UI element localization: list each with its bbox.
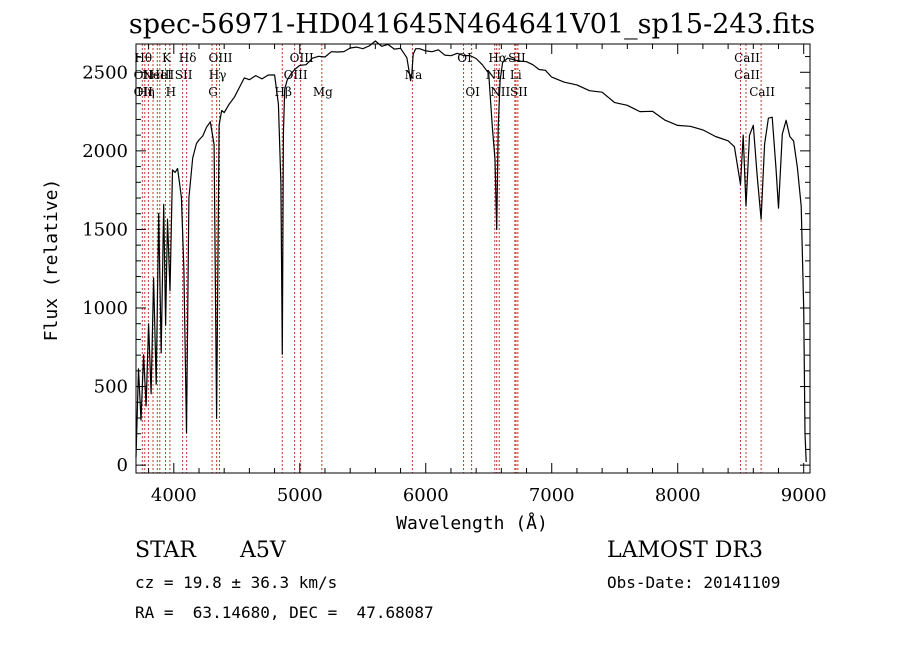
x-tick-label: 6000 (403, 485, 449, 506)
x-axis-label: Wavelength (Å) (396, 512, 548, 534)
line-label: Li (510, 68, 522, 82)
line-label: HeI (150, 68, 173, 82)
survey-name: LAMOST DR3 (607, 538, 763, 563)
y-tick-label: 1000 (82, 298, 128, 319)
y-tick-label: 2000 (82, 141, 128, 162)
obs-date: Obs-Date: 20141109 (607, 573, 781, 592)
line-label: CaII (734, 68, 760, 82)
line-label: OI (465, 85, 480, 99)
line-label: SII (510, 85, 528, 99)
redshift-cz: cz = 19.8 ± 36.3 km/s (135, 573, 338, 592)
chart-title: spec-56971-HD041645N464641V01_sp15-243.f… (129, 9, 815, 40)
line-label: NeIII (142, 68, 174, 82)
line-label: H (166, 85, 176, 99)
line-label: SII (508, 51, 526, 65)
emission-line-markers (141, 44, 762, 473)
line-label: Hδ (179, 51, 197, 65)
line-label: OIII (208, 51, 232, 65)
x-tick-label: 4000 (151, 485, 197, 506)
line-label: NII (490, 85, 510, 99)
y-axis-ticks: 0 500 1000 1500 2000 2500 (82, 56, 810, 476)
x-tick-label: 9000 (781, 485, 827, 506)
line-label: Hη (137, 85, 155, 99)
line-label: Hθ (134, 51, 152, 65)
line-label: CaII (749, 85, 775, 99)
line-label: G (208, 85, 218, 99)
spectrum-series-line (135, 40, 807, 463)
line-label: Hγ (209, 68, 227, 82)
x-tick-label: 5000 (277, 485, 323, 506)
x-tick-label: 8000 (655, 485, 701, 506)
line-label: OIII (284, 68, 308, 82)
y-tick-label: 2500 (82, 62, 128, 83)
y-tick-label: 1500 (82, 219, 128, 240)
x-axis-ticks: 4000 5000 6000 7000 8000 9000 (148, 44, 827, 506)
line-label: K (162, 51, 172, 65)
object-type: STAR (135, 538, 196, 563)
y-tick-label: 500 (94, 377, 128, 398)
spectral-class: A5V (240, 538, 286, 563)
line-label: OI (457, 51, 472, 65)
emission-line-labels: HθOIIOIIHηNeIIIHeIKHSIIHδGHγOIIIHβOIIIOI… (134, 51, 776, 99)
line-label: CaII (734, 51, 760, 65)
line-label: Hβ (275, 85, 292, 99)
y-axis-label: Flux (relative) (41, 179, 62, 342)
plot-frame (135, 43, 811, 474)
x-tick-label: 7000 (529, 485, 575, 506)
line-label: OII (134, 68, 154, 82)
line-label: SII (175, 68, 193, 82)
line-label: Mg (313, 85, 333, 99)
line-label: Na (405, 68, 423, 82)
y-tick-label: 0 (117, 455, 128, 476)
ra-dec-coords: RA = 63.14680, DEC = 47.68087 (135, 603, 434, 622)
line-label: OIII (290, 51, 314, 65)
line-label: Hα (488, 51, 507, 65)
